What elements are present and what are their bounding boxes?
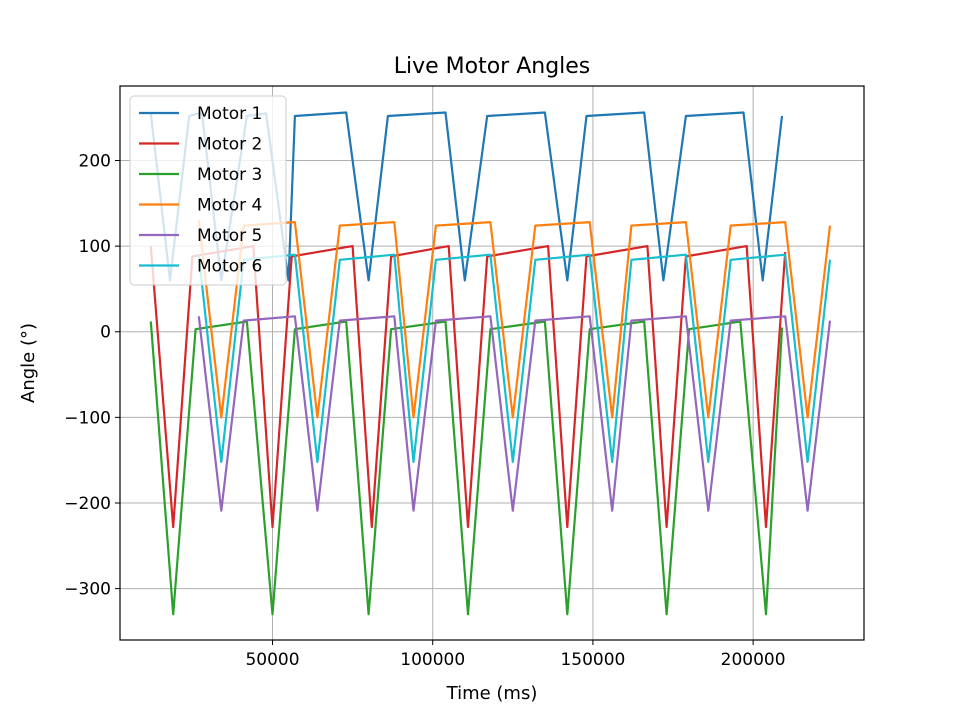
y-tick-label: −300: [64, 580, 111, 600]
series-line-motor-2: [149, 245, 787, 529]
x-tick-label: 100000: [400, 650, 465, 670]
x-tick-label: 50000: [245, 650, 299, 670]
legend-label: Motor 1: [197, 104, 262, 124]
x-tick-label: 150000: [560, 650, 625, 670]
y-axis-ticks: −300 −200 −100 0 100 200: [64, 151, 120, 600]
series-line-motor-5: [197, 315, 832, 512]
y-axis-label: Angle (°): [18, 323, 39, 403]
y-tick-label: 200: [79, 151, 111, 171]
legend-label: Motor 2: [197, 135, 262, 155]
legend-label: Motor 6: [197, 257, 262, 277]
legend-label: Motor 4: [197, 196, 262, 216]
legend-label: Motor 5: [197, 226, 262, 246]
x-tick-label: 200000: [721, 650, 786, 670]
y-tick-label: 100: [79, 237, 111, 257]
x-axis-label: Time (ms): [446, 683, 538, 704]
legend: Motor 1 Motor 2 Motor 3 Motor 4 Motor 5 Motor…: [129, 95, 287, 286]
legend-label: Motor 3: [197, 165, 262, 185]
chart-title: Live Motor Angles: [394, 54, 591, 79]
x-axis-ticks: 50000 100000 150000 200000: [245, 640, 786, 670]
series-line-motor-6: [197, 253, 832, 463]
plot-frame: [119, 85, 865, 641]
y-tick-label: −100: [64, 408, 111, 428]
y-tick-label: −200: [64, 494, 111, 514]
y-tick-label: 0: [100, 323, 111, 343]
series-line-motor-4: [197, 220, 832, 419]
series-line-motor-3: [149, 320, 784, 616]
